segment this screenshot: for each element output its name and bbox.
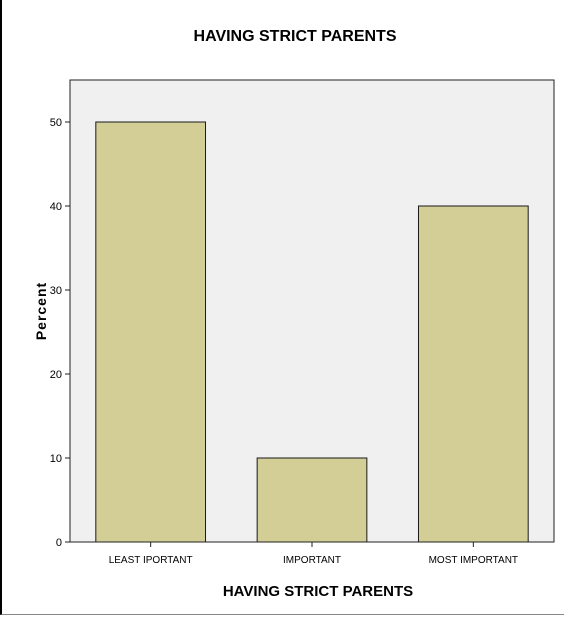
y-tick-label: 40 — [50, 201, 62, 213]
y-tick-label: 50 — [50, 117, 62, 129]
bar-important — [256, 457, 368, 543]
y-axis-ticks: 0 10 20 30 40 50 — [50, 117, 70, 549]
x-category-label: LEAST IPORTANT — [109, 555, 193, 566]
x-axis-title: HAVING STRICT PARENTS — [223, 583, 413, 600]
bar-most-important — [417, 205, 529, 543]
y-tick-label: 20 — [50, 369, 62, 381]
y-tick-label: 0 — [56, 537, 62, 549]
bar-least-iportant — [95, 121, 207, 543]
y-axis-title: Percent — [33, 282, 49, 340]
x-category-label: MOST IMPORTANT — [429, 555, 518, 566]
y-tick-label: 10 — [50, 453, 62, 465]
bars — [95, 121, 529, 543]
chart-title: HAVING STRICT PARENTS — [194, 28, 397, 45]
y-tick-label: 30 — [50, 285, 62, 297]
x-axis-category-labels: LEAST IPORTANT IMPORTANT MOST IMPORTANT — [109, 542, 518, 566]
x-category-label: IMPORTANT — [283, 555, 341, 566]
